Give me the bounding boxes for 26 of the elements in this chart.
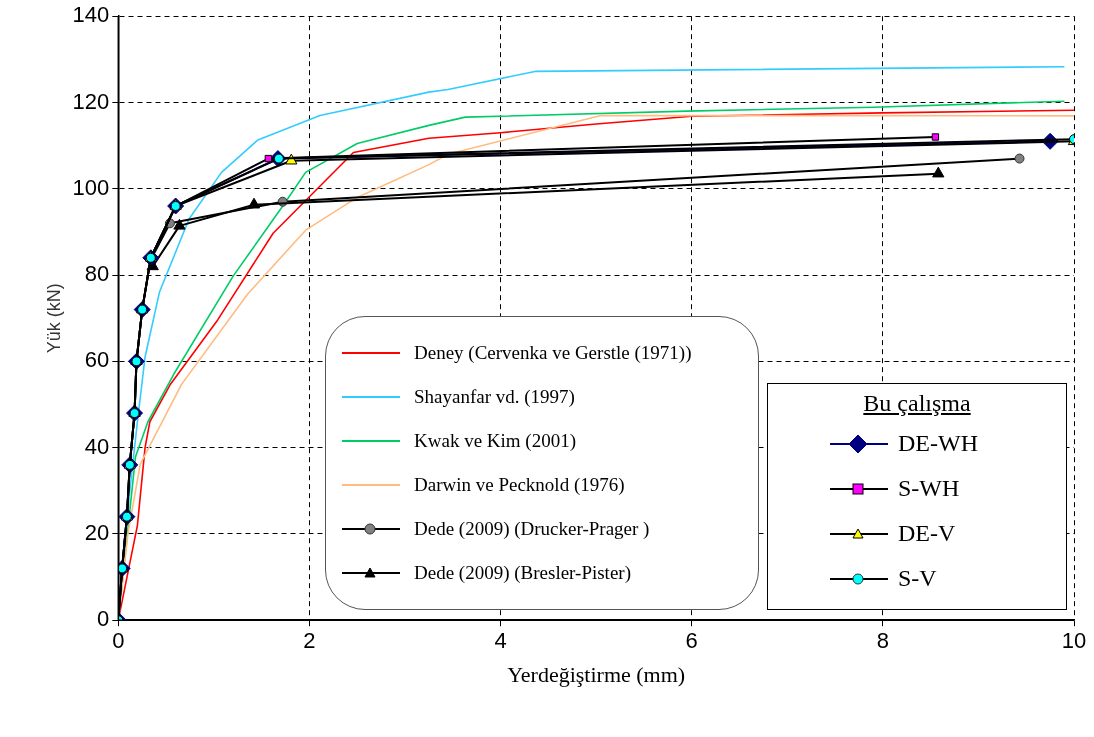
legend-title: Bu çalışma — [862, 390, 972, 418]
x-tick-label: 10 — [1061, 628, 1087, 654]
x-tick-label: 4 — [494, 628, 507, 654]
y-tick-label: 100 — [72, 174, 110, 200]
legend-label: Shayanfar vd. (1997) — [414, 386, 575, 409]
y-tick-label: 20 — [84, 519, 110, 545]
legend-label: DE-V — [898, 520, 956, 548]
x-tick-label: 6 — [685, 628, 698, 654]
legend-label: S-WH — [898, 475, 960, 503]
legend-label: Dede (2009) (Drucker-Prager ) — [414, 518, 650, 541]
x-tick-label: 2 — [303, 628, 316, 654]
y-tick-label: 80 — [84, 261, 110, 287]
x-tick-label: 8 — [876, 628, 889, 654]
y-tick-label: 120 — [72, 88, 110, 114]
y-tick-label: 60 — [84, 347, 110, 373]
y-tick-label: 140 — [72, 2, 110, 28]
legend-label: Dede (2009) (Bresler-Pister) — [414, 562, 631, 585]
y-tick-label: 0 — [97, 606, 110, 632]
x-axis-title: Yerdeğiştirme (mm) — [507, 661, 686, 687]
y-axis-title: Yük (kN) — [43, 283, 64, 354]
legend-label: Kwak ve Kim (2001) — [414, 430, 576, 453]
legend-label: Darwin ve Pecknold (1976) — [414, 474, 625, 497]
legend-label: DE-WH — [898, 430, 978, 458]
legend-label: Deney (Cervenka ve Gerstle (1971)) — [414, 342, 692, 365]
y-tick-label: 40 — [84, 433, 110, 459]
legend-label: S-V — [898, 565, 937, 593]
